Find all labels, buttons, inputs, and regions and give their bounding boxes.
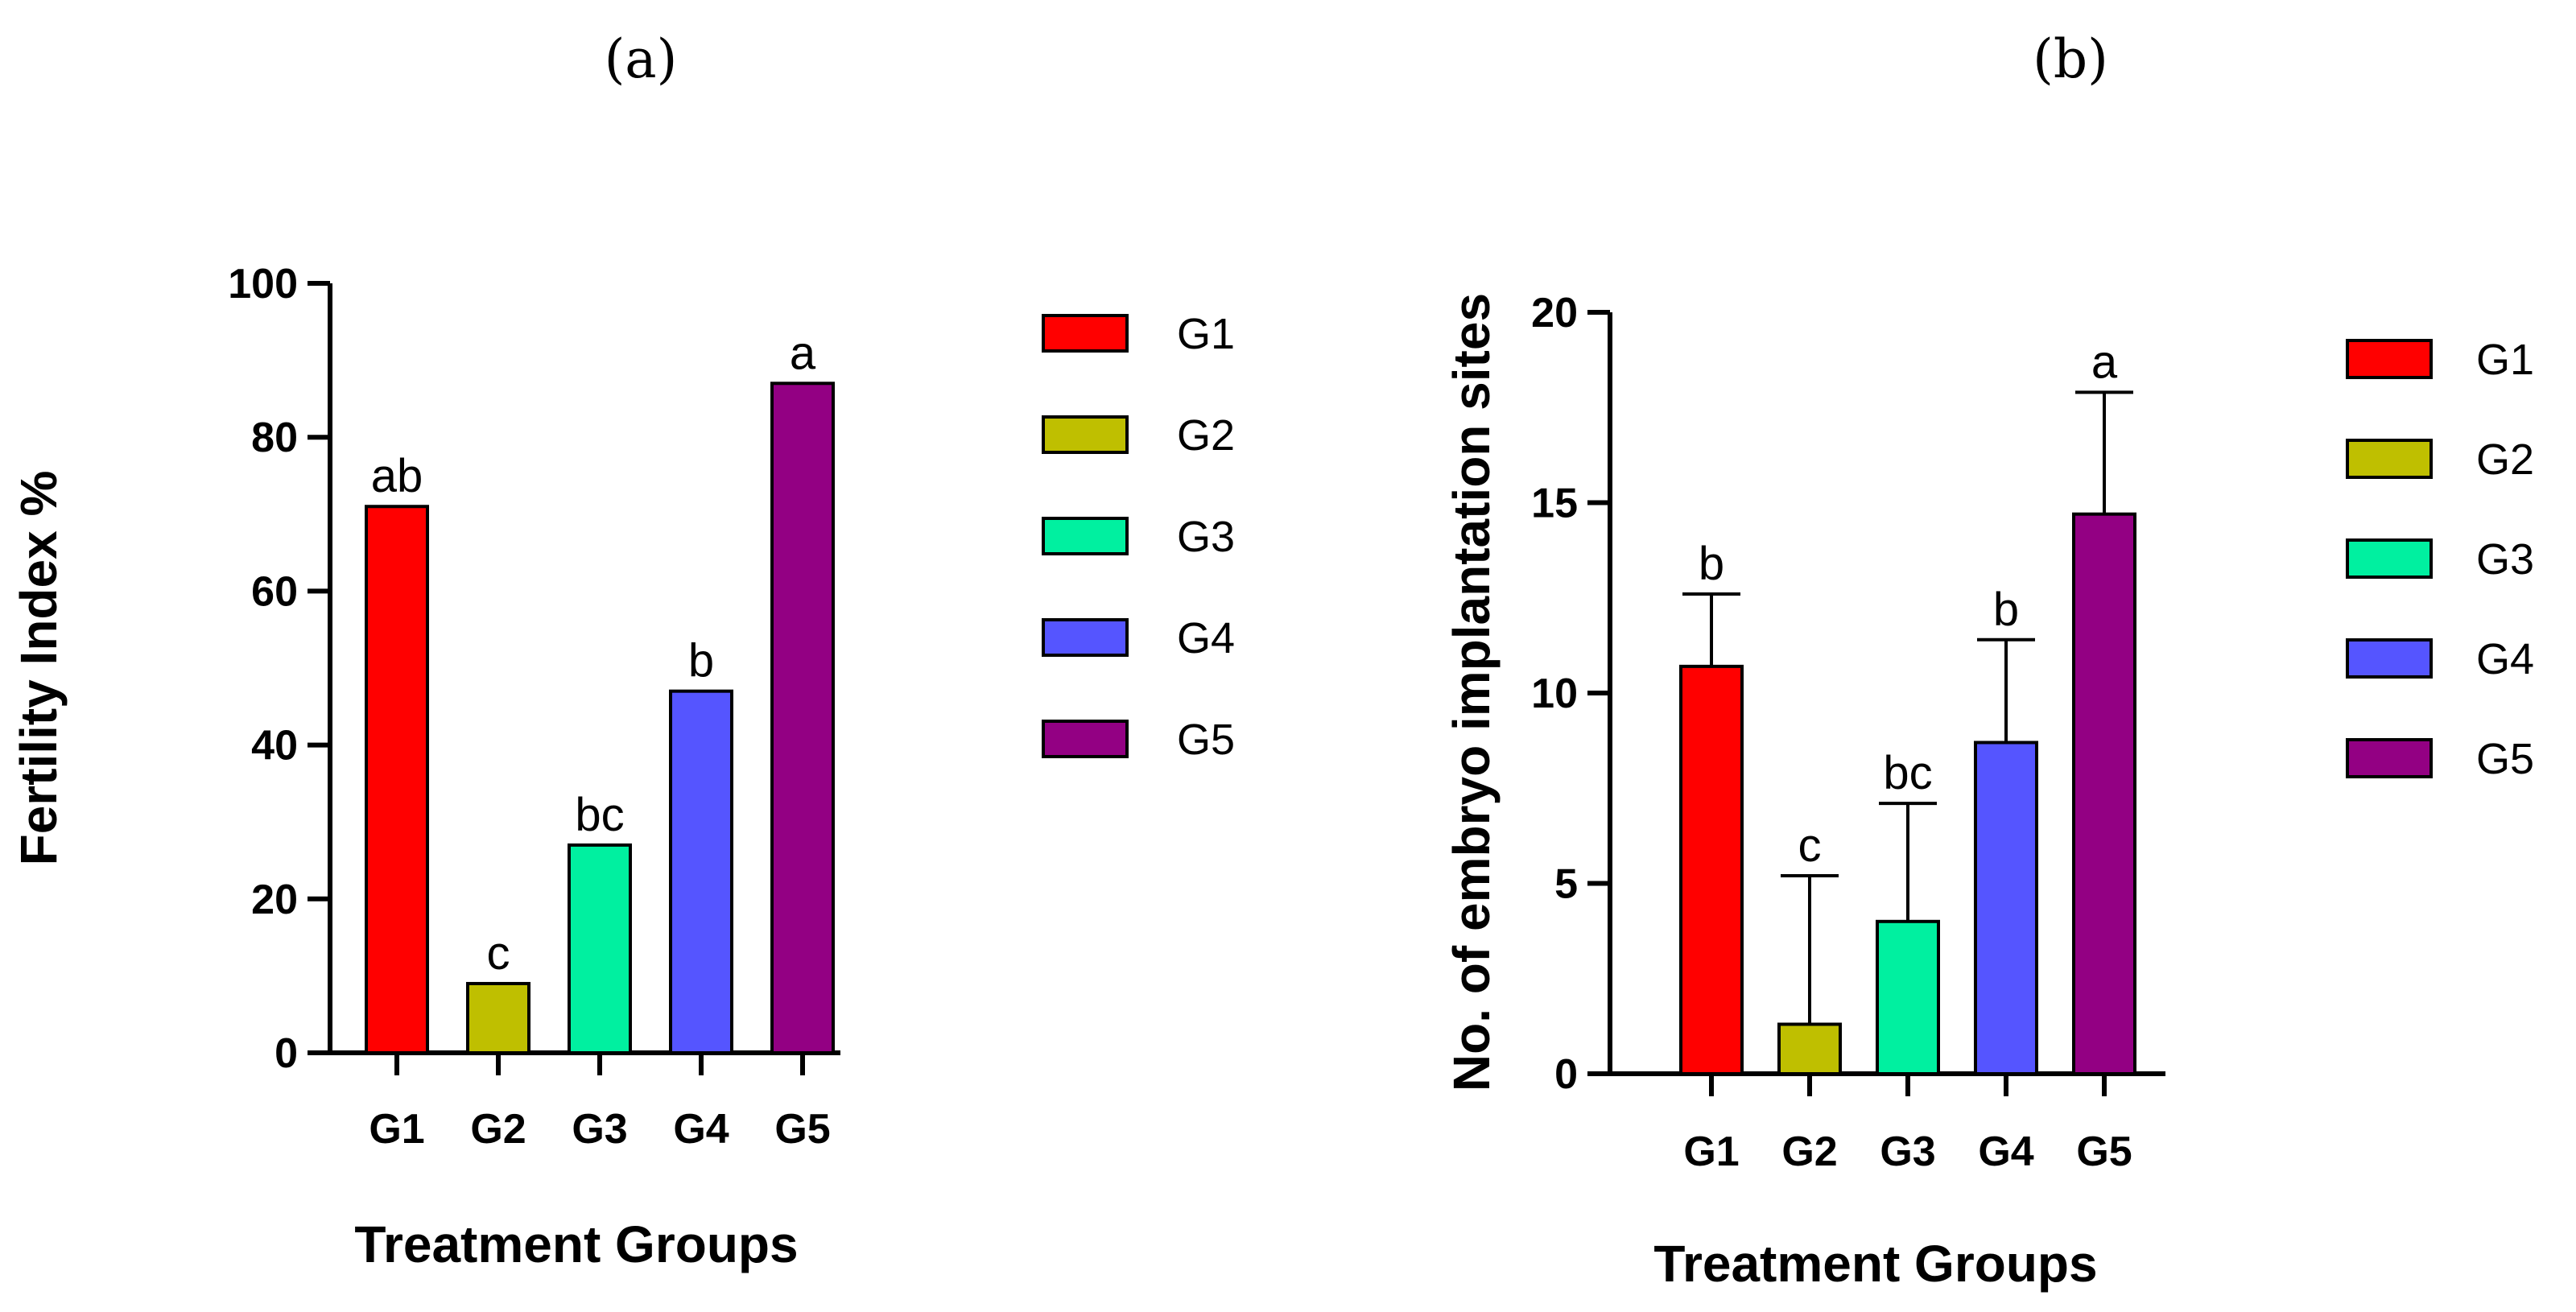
legend: G1 G2 G3 G4 G5 — [2346, 336, 2534, 783]
legend-swatch-g3 — [2346, 538, 2433, 579]
y-tick-label: 15 — [1531, 481, 1578, 527]
x-tick-label: G5 — [2076, 1128, 2132, 1175]
significance-label: c — [1798, 819, 1822, 872]
significance-label: b — [688, 635, 714, 687]
legend-swatch-g4 — [1042, 618, 1129, 657]
x-tick-label: G1 — [1683, 1128, 1739, 1175]
legend-label: G4 — [2476, 635, 2534, 683]
bar-g2 — [1777, 1022, 1842, 1076]
significance-label: b — [1993, 584, 2019, 636]
x-tick-label: G3 — [572, 1106, 627, 1153]
legend-label: G2 — [2476, 435, 2534, 484]
y-tick-label: 100 — [228, 261, 298, 307]
x-axis-title: Treatment Groups — [354, 1215, 798, 1273]
bar-g1 — [1679, 664, 1744, 1075]
y-tick-label: 20 — [251, 877, 298, 923]
legend-label: G1 — [2476, 336, 2534, 384]
legend-label: G1 — [1177, 310, 1235, 358]
x-axis-title: Treatment Groups — [1653, 1235, 2097, 1293]
legend-swatch-g2 — [2346, 439, 2433, 479]
bar-g3 — [568, 843, 632, 1054]
x-tick-label: G4 — [673, 1106, 729, 1153]
legend-swatch-g2 — [1042, 415, 1129, 454]
y-axis-title: No. of embryo implantation sites — [1443, 293, 1501, 1091]
y-tick-label: 0 — [1554, 1051, 1578, 1098]
y-tick-label: 10 — [1531, 670, 1578, 717]
x-tick-label: G5 — [774, 1106, 830, 1153]
significance-label: ab — [371, 450, 423, 502]
bar-g3 — [1876, 919, 1940, 1076]
significance-label: c — [487, 927, 510, 980]
legend-label: G4 — [1177, 614, 1235, 662]
bar-g4 — [1974, 741, 2038, 1075]
legend-swatch-g4 — [2346, 638, 2433, 679]
legend-swatch-g1 — [2346, 339, 2433, 379]
significance-label: bc — [1883, 747, 1932, 799]
bar-g5 — [770, 382, 835, 1054]
legend-label: G3 — [2476, 535, 2534, 584]
significance-label: a — [790, 327, 816, 379]
x-tick-label: G1 — [369, 1106, 424, 1153]
x-tick-label: G2 — [470, 1106, 526, 1153]
bar-g4 — [669, 689, 733, 1054]
significance-label: b — [1699, 538, 1724, 590]
bar-g5 — [2072, 512, 2136, 1075]
legend-label: G5 — [2476, 735, 2534, 783]
legend-swatch-g1 — [1042, 314, 1129, 353]
legend: G1 G2 G3 G4 G5 — [1042, 310, 1235, 764]
legend-swatch-g5 — [2346, 738, 2433, 778]
x-tick-label: G2 — [1781, 1128, 1837, 1175]
panel-label: (b) — [2033, 28, 2108, 90]
legend-swatch-g5 — [1042, 720, 1129, 758]
legend-label: G5 — [1177, 716, 1235, 764]
significance-label: bc — [575, 789, 624, 841]
y-tick-label: 40 — [251, 723, 298, 769]
legend-label: G3 — [1177, 513, 1235, 561]
x-tick-label: G3 — [1880, 1128, 1935, 1175]
y-tick-label: 20 — [1531, 290, 1578, 336]
legend-label: G2 — [1177, 411, 1235, 460]
chart-panel-b: (b) 0 5 10 15 20 b G1 c G2 bc G3 b G4 a G5 Treatment Gro… — [1443, 28, 2534, 1293]
x-tick-label: G4 — [1978, 1128, 2033, 1175]
y-tick-label: 0 — [275, 1030, 298, 1077]
y-tick-label: 60 — [251, 568, 298, 615]
y-axis-title: Fertility Index % — [10, 471, 68, 866]
bar-g2 — [466, 981, 530, 1054]
significance-label: a — [2091, 336, 2118, 388]
y-tick-label: 5 — [1554, 861, 1578, 908]
y-tick-label: 80 — [251, 415, 298, 461]
bar-g1 — [365, 505, 429, 1054]
legend-swatch-g3 — [1042, 517, 1129, 555]
panel-label: (a) — [605, 28, 678, 90]
chart-panel-a: (a) 0 20 40 60 80 100 ab G1 c G2 bc G3 b G4 a G5 Treatmen… — [10, 28, 1235, 1273]
